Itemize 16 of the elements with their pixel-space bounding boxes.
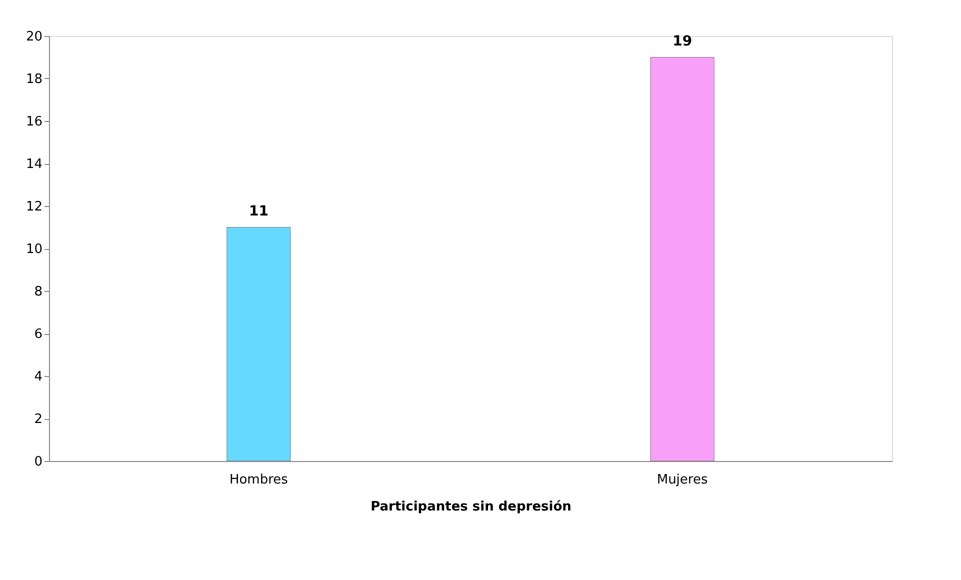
y-tick-label: 6 <box>34 327 42 342</box>
y-tick-label: 12 <box>26 200 42 214</box>
y-tick-label: 8 <box>34 284 42 300</box>
y-tick-label: 2 <box>34 412 42 427</box>
data-label: 19 <box>672 33 692 50</box>
y-tick-label: 10 <box>26 242 42 257</box>
x-tick-label: Hombres <box>229 472 288 488</box>
y-tick-label: 20 <box>26 30 42 44</box>
y-tick-label: 0 <box>34 454 42 470</box>
y-tick-label: 4 <box>34 370 42 384</box>
y-tick-label: 14 <box>26 157 42 172</box>
x-axis-title: Participantes sin depresión <box>370 500 572 514</box>
y-tick-label: 16 <box>26 114 42 130</box>
x-tick-label: Mujeres <box>656 472 708 488</box>
data-label: 11 <box>248 203 268 220</box>
y-tick-label: 18 <box>26 72 42 87</box>
